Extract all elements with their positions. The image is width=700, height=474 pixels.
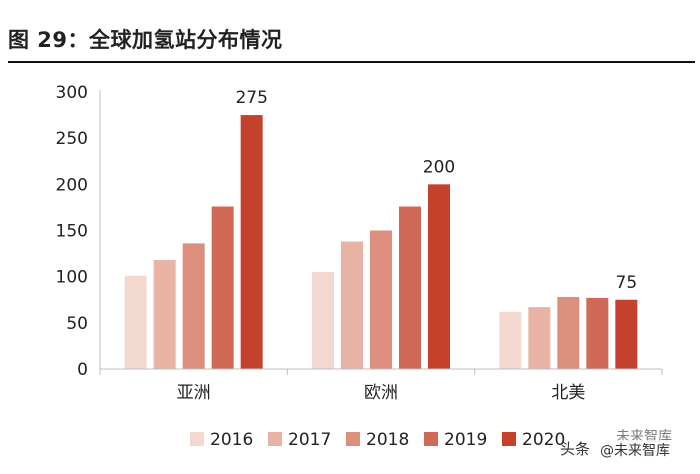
data-label: 275	[235, 88, 267, 108]
bar-2020	[615, 299, 638, 369]
bar-2019	[211, 206, 234, 369]
x-axis: 亚洲 欧洲 北美	[99, 368, 663, 403]
bar-2020	[240, 115, 263, 369]
data-labels: 275 200 75	[235, 88, 637, 293]
bar-2018	[370, 230, 392, 369]
bar-2018	[182, 243, 205, 369]
legend-label: 2016	[210, 430, 253, 450]
bar-2017	[341, 241, 363, 369]
chart-title: 图 29：全球加氢站分布情况	[8, 28, 283, 52]
watermark: 未来智库 头条 @未来智库	[560, 428, 698, 468]
legend: 2016 2017 2018 2019 2020	[190, 430, 565, 450]
legend-label: 2020	[522, 430, 565, 450]
legend-swatch	[502, 432, 516, 446]
bars	[124, 115, 638, 369]
bar-2020	[428, 184, 450, 369]
bar-2016	[124, 275, 147, 369]
watermark-handle: @未来智库	[600, 440, 670, 460]
x-category-label: 欧洲	[364, 383, 398, 403]
data-label: 200	[423, 157, 455, 177]
x-category-label: 亚洲	[177, 383, 211, 403]
legend-label: 2017	[288, 430, 331, 450]
bar-2018	[557, 296, 580, 369]
legend-swatch	[268, 432, 282, 446]
y-tick-label: 250	[56, 129, 88, 149]
bar-2019	[586, 297, 609, 369]
bar-2019	[399, 206, 421, 369]
y-axis: 0 50 100 150 200 250 300	[56, 83, 101, 380]
legend-label: 2018	[366, 430, 409, 450]
y-tick-label: 100	[56, 268, 88, 288]
y-tick-label: 50	[66, 314, 88, 334]
y-tick-label: 150	[56, 222, 88, 242]
title-underline	[8, 61, 695, 63]
y-tick-label: 300	[56, 83, 88, 103]
x-category-label: 北美	[551, 383, 585, 403]
legend-swatch	[190, 432, 204, 446]
bar-2016	[312, 272, 334, 369]
y-tick-label: 0	[77, 360, 88, 380]
bar-2017	[528, 307, 551, 369]
bar-2016	[499, 311, 522, 369]
watermark-head: 头条	[560, 440, 591, 458]
bar-2017	[153, 260, 176, 369]
data-label: 75	[616, 273, 638, 293]
legend-swatch	[346, 432, 360, 446]
legend-swatch	[424, 432, 438, 446]
y-tick-label: 200	[56, 175, 88, 195]
legend-label: 2019	[444, 430, 487, 450]
